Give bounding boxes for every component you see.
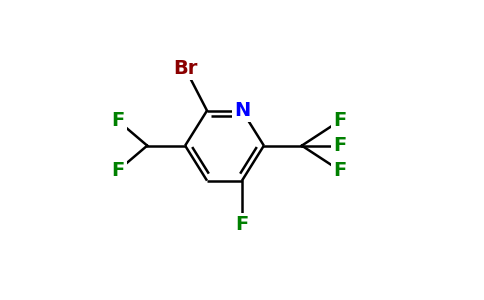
Text: F: F — [111, 161, 125, 180]
Text: F: F — [235, 215, 249, 234]
Text: Br: Br — [173, 59, 197, 78]
Text: N: N — [234, 101, 250, 120]
Text: F: F — [333, 111, 347, 130]
Text: F: F — [333, 161, 347, 180]
Text: F: F — [111, 111, 125, 130]
Text: F: F — [333, 136, 347, 155]
